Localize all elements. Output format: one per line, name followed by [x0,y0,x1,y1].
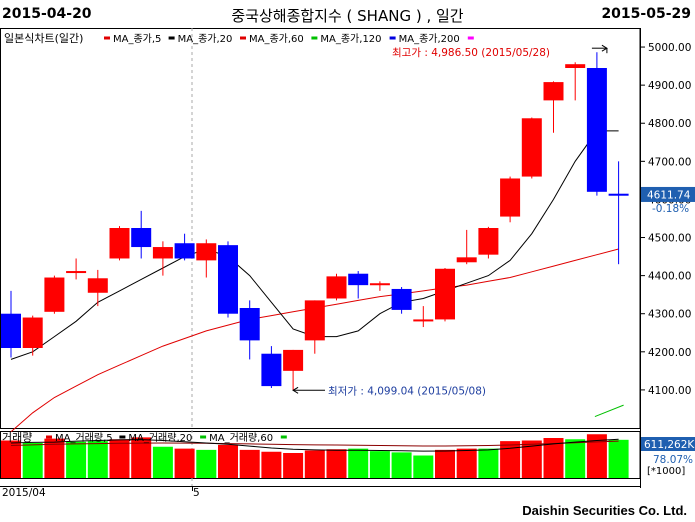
volume-bar-up [304,450,325,478]
last-price-box [641,186,695,202]
volume-bar-flat [152,446,173,478]
y-tick-label: 4800.00 [648,118,691,130]
candle-up [326,276,347,299]
candle-down [348,273,369,286]
candle-up [500,178,521,217]
volume-bar-up [435,449,455,478]
volume-bar-flat [87,441,108,478]
volume-last-box [641,437,695,451]
volume-legend-label: MA_거래량,5 [55,432,113,444]
legend-ma-label: MA_종가,200 [399,33,460,45]
candle-down [1,313,21,348]
high-annotation: 최고가 : 4,986.50 (2015/05/28) [392,47,550,59]
volume-bar-up [44,438,65,478]
candle-down [131,228,152,248]
candle-up [369,283,390,286]
volume-legend-label: MA_거래량,20 [128,432,192,444]
y-tick-label: 4900.00 [648,80,691,92]
low-annotation: 최저가 : 4,099.04 (2015/05/08) [328,385,486,397]
volume-bar-up [218,444,238,478]
volume-bar-up [109,439,130,478]
chart-title: 중국상해종합지수 ( SHANG ) , 일간 [231,7,464,25]
volume-bar-up [174,448,195,478]
candle-down [586,68,607,192]
legend-ma-label: MA_종가,20 [178,33,233,45]
candle-down [239,308,260,341]
candle-up [283,349,304,371]
legend-ma-label: MA_종가,120 [320,33,381,45]
volume-bar-flat [391,452,412,478]
candle-up [413,319,434,322]
candle-down [391,288,412,310]
start-date: 2015-04-20 [2,6,92,22]
candle-up [66,271,87,274]
ma120-line [594,404,624,418]
legend-main-label: 일본식차트(일간) [4,31,83,45]
volume-bar-up [456,448,477,478]
volume-bar-flat [66,441,87,478]
volume-bar-flat [369,451,390,478]
candle-up [521,118,542,177]
last-price-value: 4611.74 [647,189,691,201]
x-label-month-5: 5 [193,487,200,499]
candle-up [44,277,65,312]
candle-down [218,245,238,314]
candle-up [435,268,455,320]
volume-percent: 78.07% [653,454,693,466]
candle-down [261,353,282,387]
volume-bar-flat [413,455,434,478]
volume-bar-up [1,440,21,478]
volume-bar-flat [608,439,629,478]
y-tick-label: 4400.00 [648,271,691,283]
volume-bar-up [586,434,607,478]
volume-bar-flat [478,448,499,478]
candle-up [456,257,477,263]
candle-up [478,228,499,255]
volume-bar-flat [22,443,43,478]
candle-up [196,243,217,261]
volume-bar-up [239,449,260,478]
volume-bar-up [521,440,542,478]
candle-up [304,300,325,341]
volume-bar-up [543,438,564,478]
volume-bar-flat [196,449,217,478]
candle-up [543,82,564,101]
volume-bar-up [261,451,282,478]
volume-legend-main-label: 거래량 [2,431,32,444]
volume-bar-up [131,437,152,478]
y-tick-label: 4100.00 [648,385,691,397]
low-arrow-head [292,386,299,394]
candle-down [174,243,195,259]
volume-last-value: 611,262K [644,439,695,451]
volume-bar-up [500,441,521,478]
y-tick-label: 4200.00 [648,347,691,359]
volume-bar-flat [348,448,369,478]
volume-unit: [*1000] [647,466,685,477]
legend-ma-label: MA_종가,5 [113,33,161,45]
volume-ma-red-line [10,440,619,447]
footer-brand: Daishin Securities Co. Ltd. [522,503,687,518]
candle-down [608,193,629,196]
volume-bar-up [326,449,347,478]
candle-up [152,247,173,259]
volume-bar-flat [565,439,586,478]
end-date: 2015-05-29 [601,6,691,22]
candle-up [87,278,108,293]
volume-ma-black-line [10,438,619,452]
legend-ma-label: MA_종가,60 [249,33,304,45]
volume-bar-up [283,453,304,478]
candle-up [109,228,130,259]
last-change-percent: -0.18% [652,203,689,215]
volume-legend-label: MA_거래량,60 [209,432,273,444]
x-label-first-month: 2015/04 [2,487,46,499]
y-tick-label: 5000.00 [648,42,691,54]
y-tick-label: 4500.00 [648,233,691,245]
y-tick-label: 4300.00 [648,309,691,321]
y-tick-label: 4700.00 [648,156,691,168]
candle-up [565,64,586,68]
candle-up [22,317,43,348]
